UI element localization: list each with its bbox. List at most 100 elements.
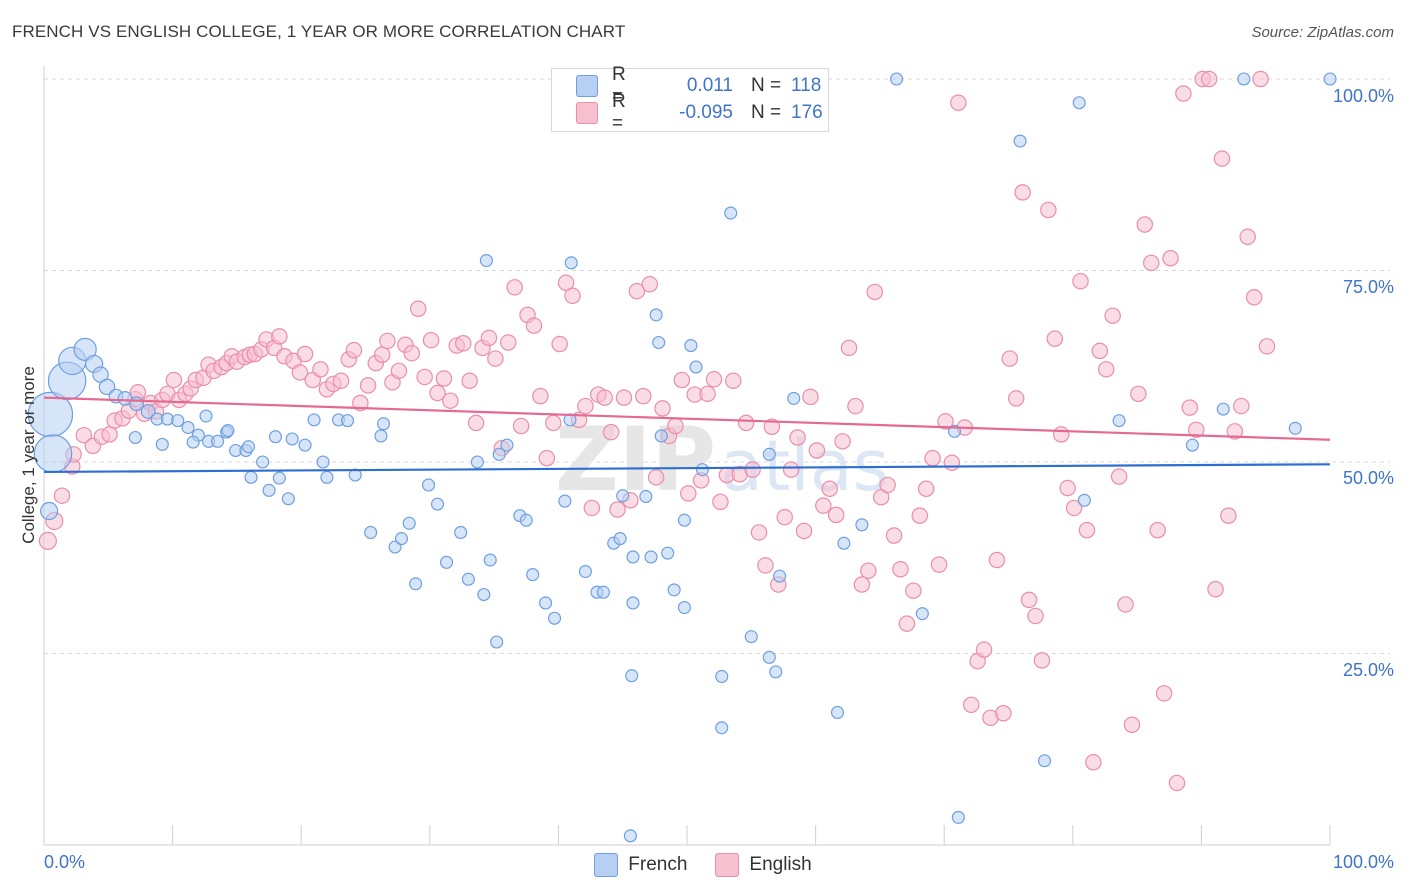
english-point bbox=[1162, 249, 1179, 267]
english-point bbox=[892, 560, 909, 578]
french-point bbox=[211, 434, 225, 448]
stats-legend: R = 0.011 N = 118 R = -0.095 N = 176 bbox=[551, 64, 829, 134]
french-point bbox=[519, 513, 533, 527]
english-point bbox=[776, 508, 793, 526]
english-point bbox=[454, 335, 472, 352]
english-point bbox=[1168, 774, 1186, 792]
french-point bbox=[40, 501, 59, 521]
french-point bbox=[221, 424, 235, 438]
french-point bbox=[724, 206, 738, 220]
french-point bbox=[616, 489, 630, 503]
english-point bbox=[416, 368, 433, 386]
english-point bbox=[532, 387, 549, 405]
english-point bbox=[628, 282, 646, 300]
french-point bbox=[626, 596, 640, 610]
english-point bbox=[75, 426, 93, 444]
french-point bbox=[1216, 402, 1230, 416]
english-point bbox=[467, 414, 485, 432]
french-point bbox=[1288, 421, 1302, 435]
english-point bbox=[654, 400, 671, 417]
french-point bbox=[526, 568, 540, 582]
french-point bbox=[661, 546, 675, 560]
french-point bbox=[98, 378, 116, 396]
french-point bbox=[298, 438, 312, 452]
french-point bbox=[155, 437, 169, 451]
french-trend-line bbox=[43, 463, 1331, 474]
french-point bbox=[667, 583, 681, 597]
english-point bbox=[499, 334, 517, 351]
english-point bbox=[1200, 70, 1218, 88]
english-point bbox=[390, 362, 408, 380]
legend-item-french[interactable]: French bbox=[594, 853, 687, 877]
english-point bbox=[667, 417, 684, 435]
french-point bbox=[951, 810, 965, 824]
english-point bbox=[737, 414, 755, 432]
english-point bbox=[827, 506, 845, 524]
english-point bbox=[1130, 385, 1147, 403]
english-point bbox=[1033, 652, 1051, 669]
english-point bbox=[1046, 330, 1064, 347]
french-point bbox=[241, 440, 256, 454]
french-point bbox=[285, 432, 299, 446]
english-point bbox=[1252, 70, 1269, 88]
english-point bbox=[1142, 254, 1160, 272]
french-point bbox=[376, 417, 391, 431]
english-point bbox=[712, 493, 729, 511]
english-point bbox=[271, 328, 288, 345]
legend-label-english: English bbox=[749, 854, 812, 875]
english-point bbox=[564, 287, 581, 305]
english-point bbox=[165, 371, 183, 389]
english-point bbox=[1027, 607, 1044, 625]
source-label: Source: ZipAtlas.com bbox=[1251, 24, 1394, 41]
english-point bbox=[1020, 591, 1038, 609]
english-point bbox=[506, 279, 523, 296]
english-point bbox=[1123, 716, 1141, 733]
english-point bbox=[538, 449, 556, 467]
english-point bbox=[1207, 580, 1224, 598]
english-point bbox=[757, 557, 774, 574]
french-point bbox=[625, 669, 639, 683]
english-point bbox=[1213, 150, 1231, 167]
french-point bbox=[262, 483, 276, 497]
french-point bbox=[186, 435, 200, 449]
french-point bbox=[430, 497, 445, 511]
french-point bbox=[394, 532, 409, 546]
french-point bbox=[500, 438, 514, 452]
french-point bbox=[140, 404, 156, 419]
french-point bbox=[677, 600, 691, 615]
english-point bbox=[609, 501, 626, 518]
french-point bbox=[281, 492, 295, 506]
english-point bbox=[744, 461, 761, 478]
french-point bbox=[1077, 493, 1091, 507]
french-point bbox=[762, 447, 776, 461]
english-point bbox=[1226, 423, 1244, 440]
english-point bbox=[1181, 399, 1199, 416]
english-point bbox=[930, 556, 948, 573]
english-point bbox=[1155, 685, 1173, 702]
english-point bbox=[1104, 307, 1121, 324]
english-point bbox=[782, 461, 800, 478]
french-point bbox=[773, 569, 787, 583]
english-point bbox=[763, 418, 781, 436]
french-point bbox=[639, 489, 653, 504]
french-point bbox=[596, 585, 610, 599]
english-point bbox=[1040, 201, 1057, 219]
french-point bbox=[613, 532, 627, 546]
english-point bbox=[373, 346, 391, 364]
french-point bbox=[787, 391, 801, 405]
french-point bbox=[652, 335, 666, 350]
french-point bbox=[1072, 96, 1086, 110]
y-tick-50: 50.0% bbox=[1342, 468, 1394, 488]
english-point bbox=[1097, 361, 1115, 378]
n-label: N = bbox=[751, 75, 782, 96]
french-point bbox=[644, 550, 658, 564]
english-point bbox=[821, 480, 838, 498]
legend-item-english[interactable]: English bbox=[715, 853, 812, 877]
x-tick-100: 100.0% bbox=[1332, 852, 1394, 872]
french-point bbox=[649, 308, 663, 322]
french-point bbox=[1323, 72, 1337, 86]
french-point bbox=[1185, 438, 1199, 452]
english-point bbox=[596, 389, 613, 406]
english-point bbox=[815, 497, 832, 514]
